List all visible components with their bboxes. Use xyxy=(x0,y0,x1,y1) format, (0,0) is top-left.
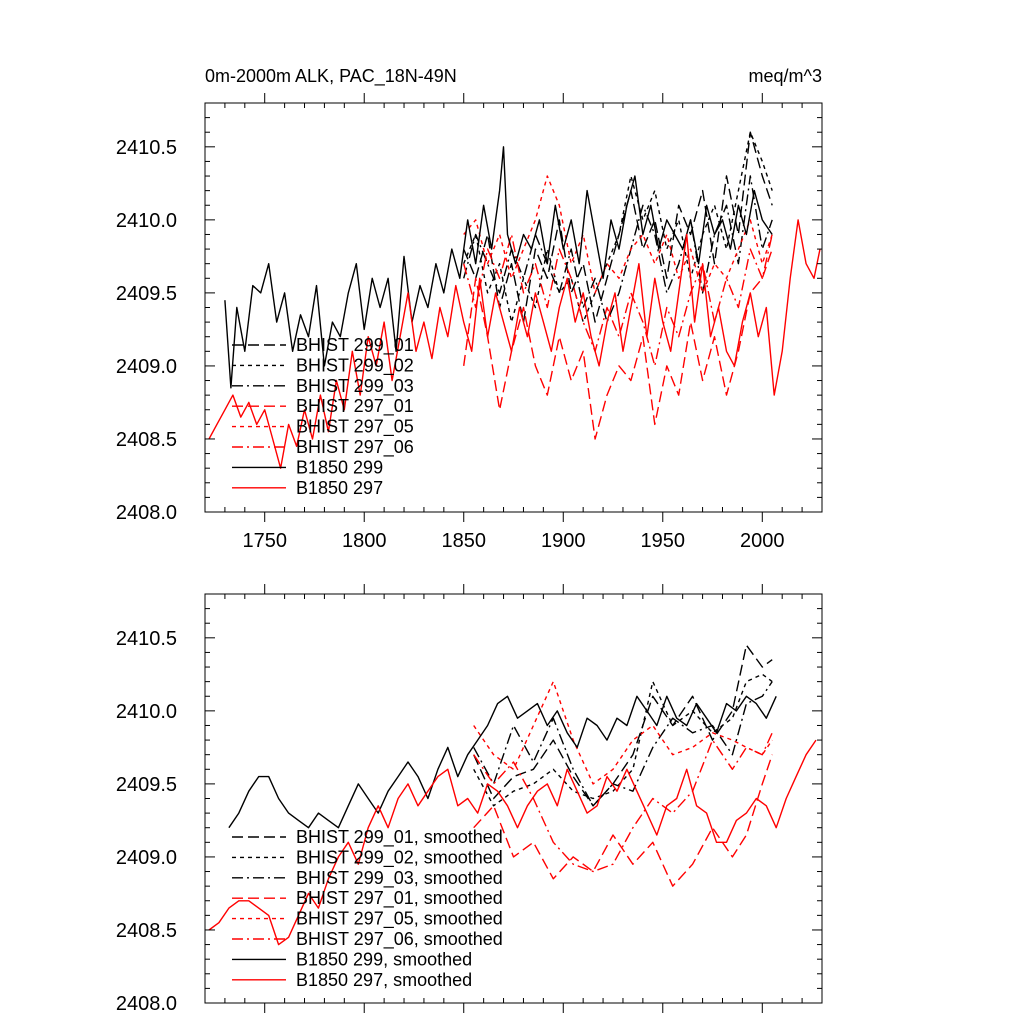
chart-title: 0m-2000m ALK, PAC_18N-49N xyxy=(205,66,457,87)
legend-label: B1850 299 xyxy=(296,457,383,477)
series-line-0 xyxy=(473,644,773,807)
y-tick-label: 2409.5 xyxy=(116,774,177,796)
x-tick-label: 1900 xyxy=(541,530,586,552)
legend-label: BHIST 299_01, smoothed xyxy=(296,827,503,848)
y-tick-label: 2408.0 xyxy=(116,993,177,1015)
legend-label: BHIST 297_06 xyxy=(296,437,414,458)
y-tick-label: 2410.0 xyxy=(116,701,177,723)
series-line-4 xyxy=(463,175,773,294)
legend-label: BHIST 297_05 xyxy=(296,417,414,438)
top-panel: 0m-2000m ALK, PAC_18N-49N meq/m^3 1750 18… xyxy=(116,66,823,552)
series-line-6 xyxy=(228,695,777,829)
y-tick-label: 2408.5 xyxy=(116,920,177,942)
series-line-4 xyxy=(473,680,773,785)
x-tick-label: 1850 xyxy=(441,530,486,552)
legend-label: BHIST 299_01 xyxy=(296,335,414,356)
series-line-2 xyxy=(463,175,773,323)
y-tick-label: 2409.0 xyxy=(116,847,177,869)
series-line-6 xyxy=(224,146,773,389)
x-tick-label: 1950 xyxy=(641,530,686,552)
legend-label: B1850 297, smoothed xyxy=(296,970,472,990)
x-tick-label: 2000 xyxy=(740,530,785,552)
legend-label: BHIST 297_06, smoothed xyxy=(296,929,503,950)
series-line-3 xyxy=(463,248,773,440)
x-tick-label: 1800 xyxy=(342,530,387,552)
chart-units: meq/m^3 xyxy=(749,66,822,86)
series-line-2 xyxy=(473,681,773,807)
series-line-7 xyxy=(208,219,821,469)
y-tick-label: 2409.5 xyxy=(116,283,177,305)
legend-label: BHIST 297_01 xyxy=(296,396,414,417)
y-tick-label: 2408.5 xyxy=(116,429,177,451)
y-tick-label: 2410.5 xyxy=(116,628,177,650)
series-line-3 xyxy=(473,754,773,887)
legend-label: BHIST 299_03, smoothed xyxy=(296,868,503,889)
legend-label: BHIST 297_05, smoothed xyxy=(296,909,503,930)
y-tick-label: 2408.0 xyxy=(116,502,177,524)
series-line-5 xyxy=(473,732,773,873)
y-tick-label: 2410.5 xyxy=(116,137,177,159)
legend-label: BHIST 297_01, smoothed xyxy=(296,888,503,909)
x-tick-label: 1750 xyxy=(242,530,287,552)
series-line-1 xyxy=(473,673,773,807)
legend-label: BHIST 299_02 xyxy=(296,355,414,376)
legend-label: B1850 299, smoothed xyxy=(296,949,472,969)
legend-label: BHIST 299_02, smoothed xyxy=(296,847,503,868)
y-tick-label: 2409.0 xyxy=(116,356,177,378)
legend-label: B1850 297 xyxy=(296,478,383,498)
series-line-7 xyxy=(208,739,817,946)
y-tick-label: 2410.0 xyxy=(116,210,177,232)
series-line-1 xyxy=(463,131,773,323)
legend-label: BHIST 299_03 xyxy=(296,376,414,397)
bottom-panel: 2408.0 2408.5 2409.0 2409.5 2410.0 2410.5 BHIS… xyxy=(116,584,823,1015)
